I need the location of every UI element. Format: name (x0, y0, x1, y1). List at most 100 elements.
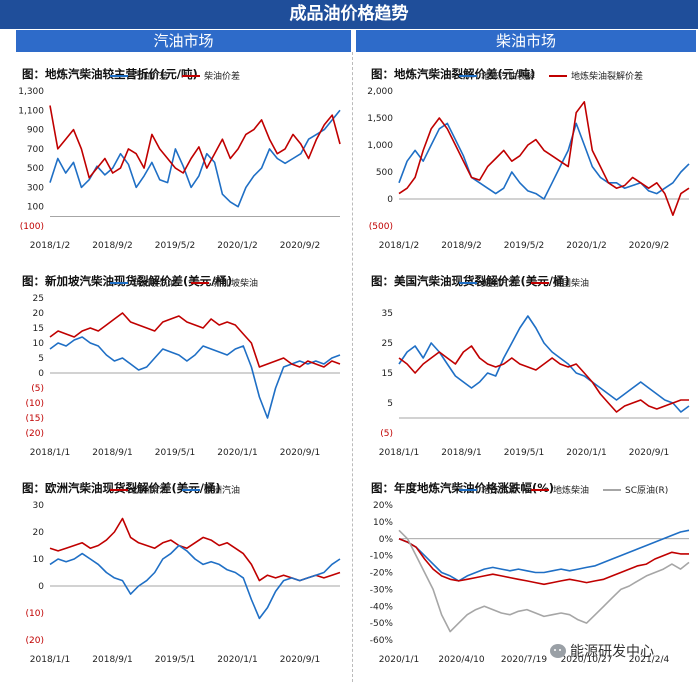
panel-singapore-chart: 图：新加坡汽柴油现货裂解价差(美元/桶) 25 20 15 10 5 0 (5) (10) (1… (0, 263, 349, 470)
x-tick-label: 2018/9/1 (441, 448, 481, 458)
x-tick-label: 2020/1/1 (566, 448, 606, 458)
y-tick-label: 1,500 (367, 114, 393, 124)
x-tick-label: 2020/1/1 (217, 655, 257, 665)
y-tick-label: 1,300 (18, 87, 44, 97)
wechat-icon (550, 644, 566, 658)
y-tick-label: 35 (382, 309, 393, 319)
x-tick-label: 2020/1/1 (217, 448, 257, 458)
x-tick-label: 2018/9/1 (92, 655, 132, 665)
x-tick-label: 2020/9/1 (280, 448, 320, 458)
legend-label: 柴油价差 (204, 70, 240, 82)
y-tick-label: 25 (382, 339, 393, 349)
y-tick-label: 500 (376, 168, 393, 178)
x-tick-label: 2020/9/1 (629, 448, 669, 458)
y-tick-label: 5 (38, 354, 44, 364)
x-tick-label: 2018/9/2 (441, 241, 481, 251)
y-tick-label: 700 (27, 145, 44, 155)
legend-label: 新加坡柴油 (213, 277, 258, 289)
panel-crack-chart: 图：地炼汽柴油裂解价差(元/吨) 2,000 1,500 1,000 500 0 (500… (349, 56, 698, 263)
series-line (49, 105, 341, 179)
y-tick-label: (10) (26, 609, 44, 619)
legend-label: 地炼汽油 (481, 484, 517, 496)
x-tick-label: 2020/1/2 (566, 241, 606, 251)
y-tick-label: 300 (27, 183, 44, 193)
panel-title: 图：地炼汽柴油裂解价差(元/吨) (371, 67, 536, 81)
y-tick-label: 20 (33, 528, 45, 538)
legend-label: 地炼柴油裂解价差 (571, 70, 643, 82)
y-tick-label: 10% (373, 518, 393, 528)
x-tick-label: 2019/5/2 (155, 241, 195, 251)
page-title: 成品油价格趋势 (0, 0, 698, 29)
y-tick-label: (5) (380, 429, 393, 439)
y-tick-label: 30 (33, 501, 45, 511)
y-tick-label: 25 (33, 294, 44, 304)
y-tick-label: (20) (26, 636, 44, 646)
y-tick-label: 0 (387, 195, 393, 205)
y-tick-label: -60% (370, 636, 394, 646)
chart-svg: 25 20 15 10 5 0 (5) (10) (15) (20) 2018/1/1 2018/9/… (26, 277, 341, 458)
y-tick-label: 1,100 (18, 106, 44, 116)
watermark: 能源研发中心 (550, 641, 654, 661)
y-tick-label: 10 (33, 339, 45, 349)
y-tick-label: (10) (26, 399, 44, 409)
legend-label: 汽油价差 (132, 70, 168, 82)
series-line (49, 544, 341, 620)
panel-title: 图：美国汽柴油现货裂解价差(美元/桶) (371, 274, 570, 288)
panel-title: 图：年度地炼汽柴油价格涨跌幅(%) (371, 481, 555, 495)
x-tick-label: 2020/10/27 (561, 655, 613, 665)
legend-label: 欧洲汽油 (204, 484, 240, 496)
x-tick-label: 2020/9/2 (629, 241, 669, 251)
y-tick-label: 2,000 (367, 87, 393, 97)
diesel-market-header: 柴油市场 (356, 30, 696, 52)
x-tick-label: 2021/2/4 (629, 655, 670, 665)
y-tick-label: -40% (370, 602, 394, 612)
y-tick-label: -20% (370, 569, 394, 579)
x-tick-label: 2019/5/2 (504, 241, 544, 251)
y-tick-label: 900 (27, 126, 44, 136)
y-tick-label: (15) (26, 414, 44, 424)
y-tick-label: -10% (370, 552, 394, 562)
series-line (398, 315, 690, 413)
series-line (49, 109, 341, 208)
panel-discount-chart: 图：地炼汽柴油较主营折价(元/吨) 1,300 1,100 900 700 500 300… (0, 56, 349, 263)
column-divider (352, 52, 353, 682)
x-tick-label: 2019/5/1 (155, 448, 195, 458)
chart-svg: 30 20 10 0 (10) (20) 2018/1/1 2018/9/1 2019/5/1 2… (26, 484, 341, 665)
y-tick-label: 0% (379, 535, 394, 545)
x-tick-label: 2019/5/1 (504, 448, 544, 458)
y-tick-label: 500 (27, 164, 44, 174)
chart-svg: 35 25 15 5 (5) 2018/1/1 2018/9/1 2019/5/1 2020/1… (379, 277, 690, 458)
y-tick-label: -50% (370, 619, 394, 629)
y-tick-label: 20 (33, 309, 45, 319)
series-line (49, 336, 341, 419)
y-tick-label: (500) (369, 222, 393, 232)
legend-label: 欧洲柴油 (132, 484, 168, 496)
panel-us-chart: 图：美国汽柴油现货裂解价差(美元/桶) 35 25 15 5 (5) 2018/1/1 20… (349, 263, 698, 470)
y-tick-label: (20) (26, 429, 44, 439)
chart-svg: 2,000 1,500 1,000 500 0 (500) 2018/1/2 2018/9/2… (367, 70, 690, 251)
legend-label: 新加坡汽油 (132, 277, 177, 289)
legend-label: 美国汽油 (481, 277, 517, 289)
panel-europe-chart: 图：欧洲汽柴油现货裂解价差(美元/桶) 30 20 10 0 (10) (20) 2018/… (0, 470, 349, 677)
series-line (398, 529, 690, 633)
legend-label: 地炼柴油 (553, 484, 589, 496)
series-line (49, 312, 341, 368)
series-line (398, 529, 690, 582)
panel-annual-change-chart: 图：年度地炼汽柴油价格涨跌幅(%) 20% 10% 0% -10% -20% -30% -4… (349, 470, 698, 677)
y-tick-label: 15 (33, 324, 44, 334)
series-line (398, 538, 689, 586)
y-tick-label: (100) (20, 222, 44, 232)
y-tick-label: 1,000 (367, 141, 393, 151)
x-tick-label: 2018/9/1 (92, 448, 132, 458)
x-tick-label: 2020/1/1 (379, 655, 419, 665)
x-tick-label: 2020/9/2 (280, 241, 320, 251)
y-tick-label: 0 (38, 369, 44, 379)
y-tick-label: -30% (370, 585, 394, 595)
y-tick-label: 20% (373, 501, 393, 511)
legend-label: 地炼汽油裂解 (481, 70, 535, 82)
y-tick-label: 100 (27, 203, 44, 213)
chart-svg: 1,300 1,100 900 700 500 300 100 (100) 2018/1/2 20… (18, 70, 341, 251)
y-tick-label: 15 (382, 369, 393, 379)
x-tick-label: 2018/1/1 (30, 448, 70, 458)
